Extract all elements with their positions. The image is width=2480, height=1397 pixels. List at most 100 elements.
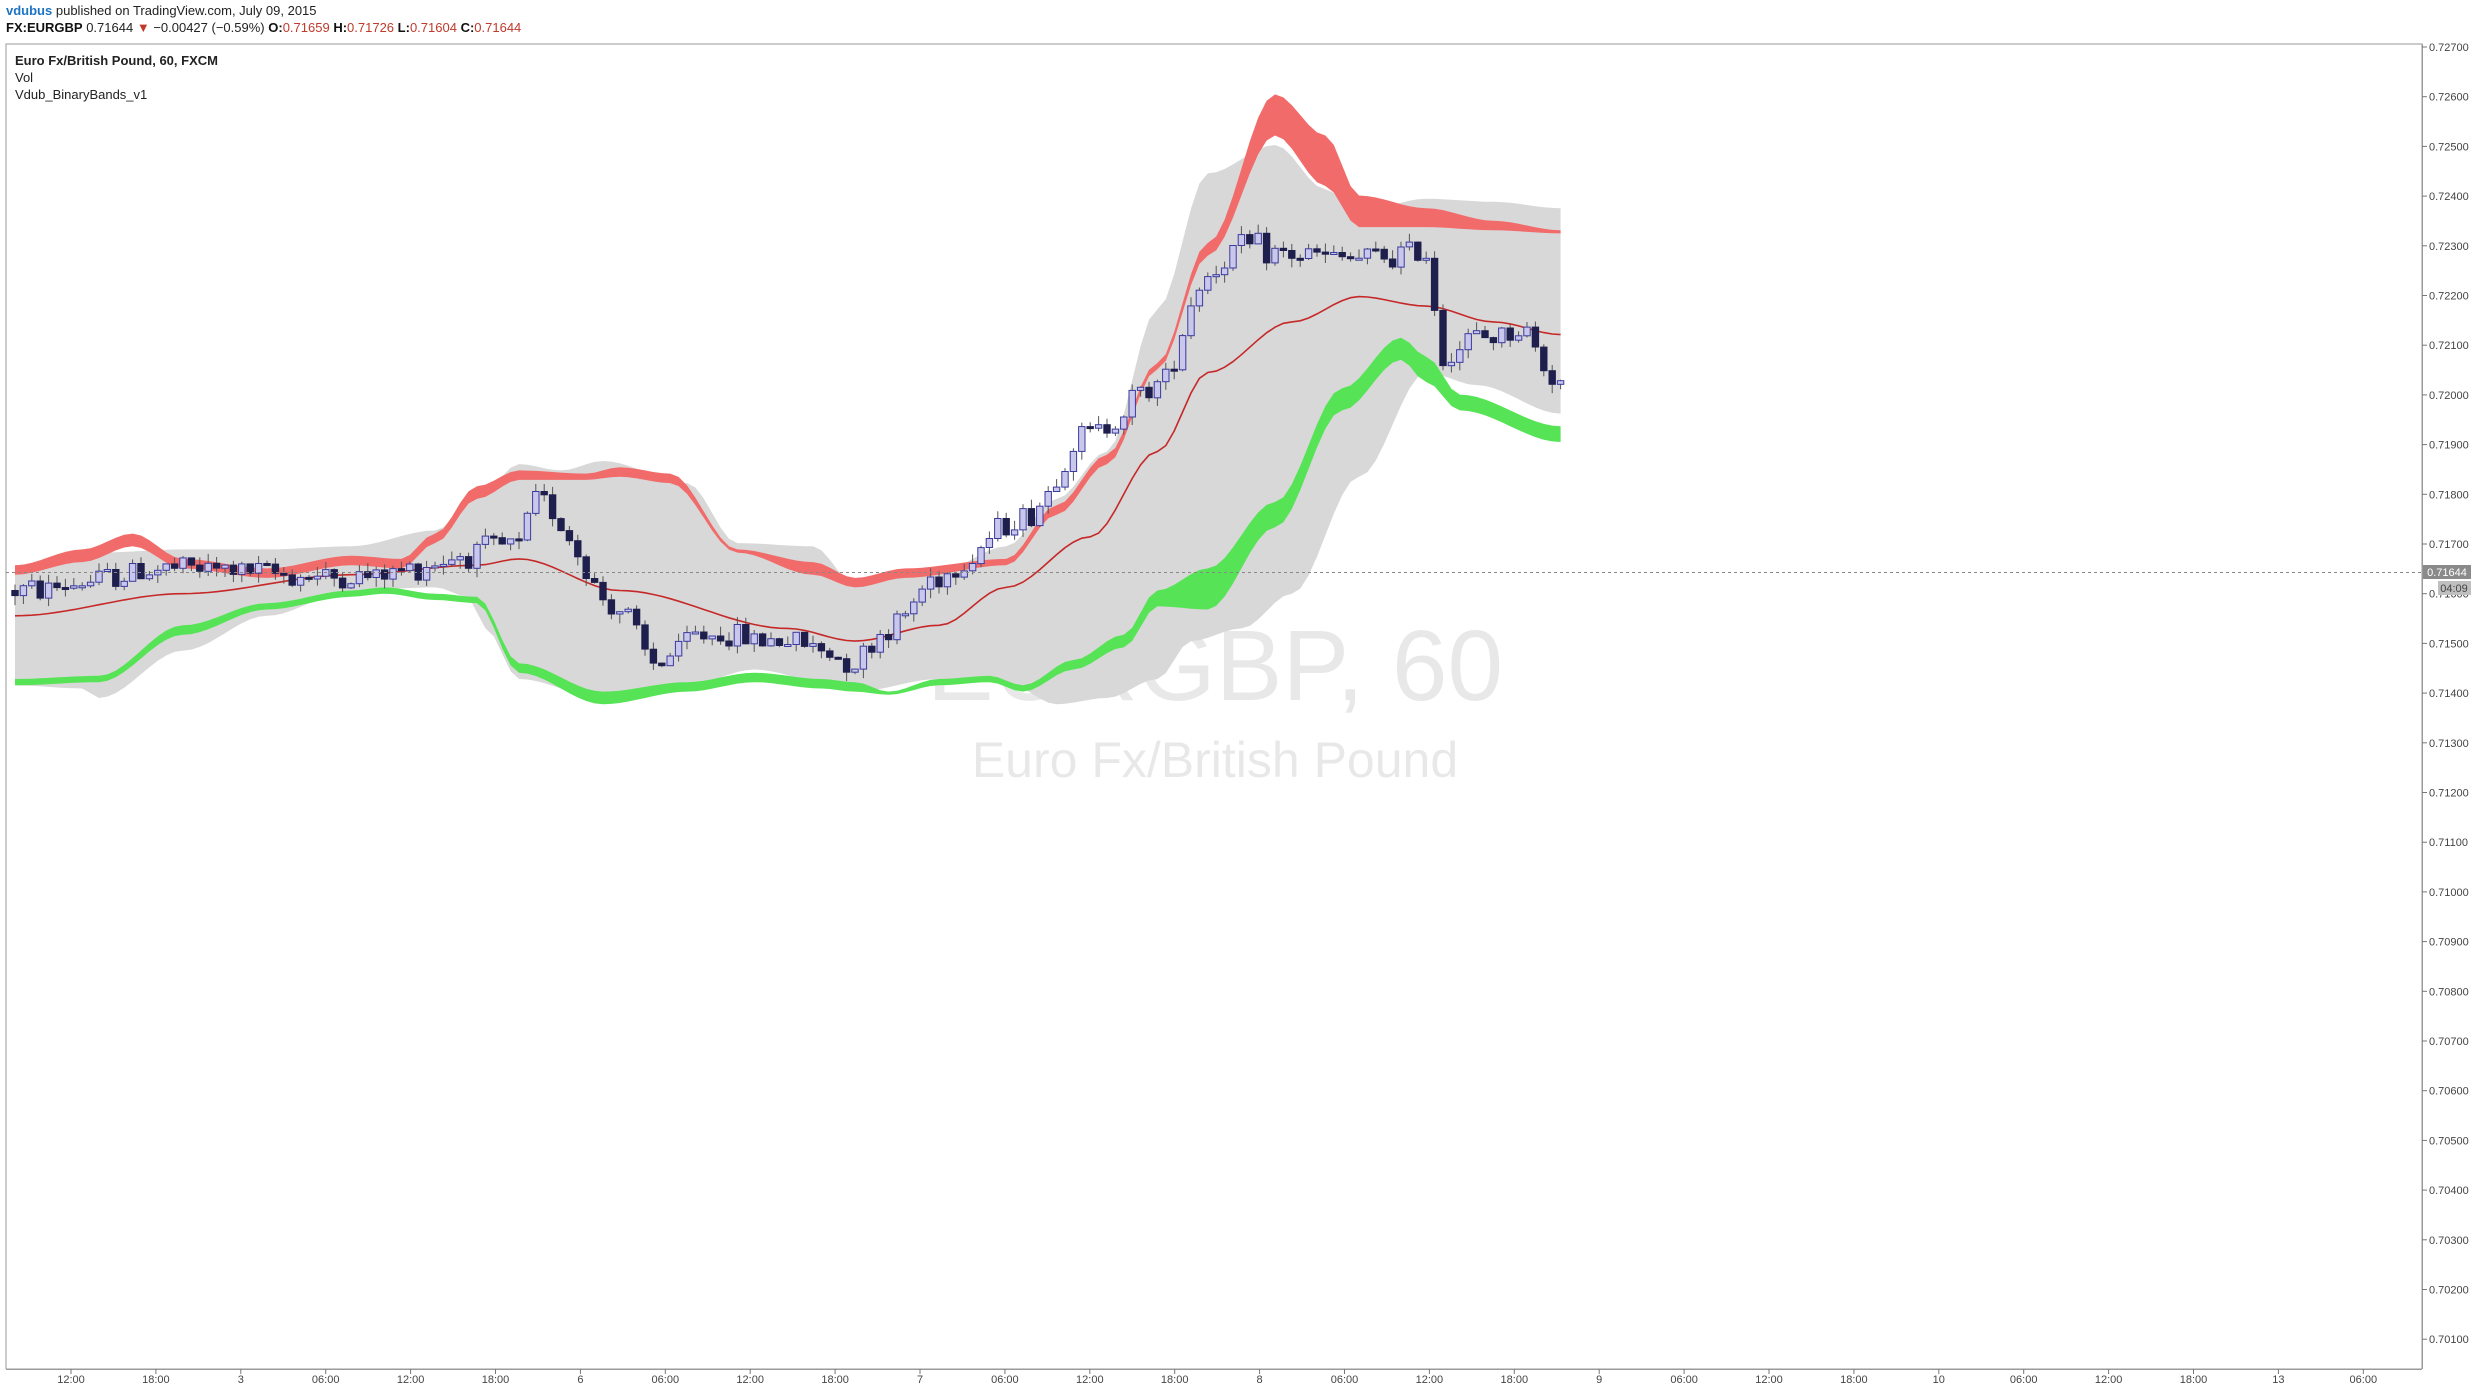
candle[interactable] <box>1120 415 1128 435</box>
candle[interactable] <box>1548 365 1556 394</box>
candle[interactable] <box>733 617 742 654</box>
candle[interactable] <box>397 561 406 576</box>
candle[interactable] <box>1523 322 1531 338</box>
candle[interactable] <box>263 560 271 566</box>
candle[interactable] <box>1178 334 1187 372</box>
candle[interactable] <box>145 571 154 581</box>
candle[interactable] <box>1422 251 1430 264</box>
candle[interactable] <box>1330 245 1338 255</box>
candle[interactable] <box>1279 241 1288 258</box>
candle[interactable] <box>1556 379 1565 390</box>
candle[interactable] <box>187 557 196 572</box>
candle[interactable] <box>246 563 254 577</box>
candle[interactable] <box>523 511 532 542</box>
candle[interactable] <box>1498 326 1506 348</box>
candle[interactable] <box>817 641 826 659</box>
candle[interactable] <box>742 617 750 645</box>
candle[interactable] <box>347 582 355 590</box>
candle[interactable] <box>1128 384 1136 425</box>
candle[interactable] <box>943 572 952 595</box>
candle[interactable] <box>876 630 884 659</box>
candle[interactable] <box>767 632 775 647</box>
candle[interactable] <box>1388 250 1397 270</box>
candle[interactable] <box>338 572 347 592</box>
candle[interactable] <box>674 633 683 662</box>
candle[interactable] <box>431 561 439 572</box>
candles-layer[interactable] <box>11 224 1565 682</box>
candle[interactable] <box>960 563 968 580</box>
candle[interactable] <box>532 483 540 516</box>
candle[interactable] <box>456 552 464 569</box>
candle[interactable] <box>473 541 481 578</box>
candle[interactable] <box>28 573 36 589</box>
candle[interactable] <box>1372 241 1380 253</box>
candle[interactable] <box>78 582 86 591</box>
symbol-label[interactable]: FX:EURGBP <box>6 20 83 35</box>
candle[interactable] <box>1195 287 1204 312</box>
candle[interactable] <box>1506 324 1514 347</box>
candle[interactable] <box>826 647 834 661</box>
candle[interactable] <box>103 562 112 573</box>
candle[interactable] <box>1069 448 1078 481</box>
candle[interactable] <box>1111 426 1120 436</box>
candle[interactable] <box>565 526 574 546</box>
candle[interactable] <box>1288 243 1296 268</box>
candle[interactable] <box>851 668 859 675</box>
candle[interactable] <box>859 642 868 679</box>
candle[interactable] <box>1304 243 1313 260</box>
candle[interactable] <box>1027 499 1036 528</box>
candle[interactable] <box>1052 479 1061 493</box>
candle[interactable] <box>1036 502 1044 527</box>
candle[interactable] <box>162 563 170 576</box>
candle[interactable] <box>406 561 414 572</box>
candle[interactable] <box>1136 386 1145 397</box>
candle[interactable] <box>1254 224 1262 245</box>
candle[interactable] <box>36 575 44 601</box>
candle[interactable] <box>1187 297 1195 339</box>
candle[interactable] <box>1439 304 1447 371</box>
candle[interactable] <box>1145 381 1153 402</box>
candle[interactable] <box>490 533 498 546</box>
candle[interactable] <box>792 631 800 652</box>
candle[interactable] <box>758 632 767 647</box>
candle[interactable] <box>1103 418 1111 438</box>
candle[interactable] <box>422 560 431 587</box>
candle[interactable] <box>1061 468 1069 491</box>
candle[interactable] <box>380 564 389 589</box>
candle[interactable] <box>1212 265 1220 284</box>
candle[interactable] <box>1514 331 1523 343</box>
candle[interactable] <box>506 538 515 551</box>
candle[interactable] <box>691 625 700 635</box>
candle[interactable] <box>1204 272 1212 295</box>
candle[interactable] <box>1321 243 1330 264</box>
candle[interactable] <box>11 584 19 606</box>
candle[interactable] <box>952 572 960 585</box>
candle[interactable] <box>968 554 977 575</box>
candle[interactable] <box>280 567 288 584</box>
candle[interactable] <box>599 576 607 606</box>
candle[interactable] <box>271 558 280 580</box>
candle[interactable] <box>994 511 1002 542</box>
candle[interactable] <box>901 610 910 619</box>
candle[interactable] <box>204 553 212 576</box>
candle[interactable] <box>61 578 70 597</box>
candle[interactable] <box>582 554 590 586</box>
candle[interactable] <box>355 565 364 588</box>
candle[interactable] <box>1220 261 1229 283</box>
candle[interactable] <box>784 636 792 647</box>
candle[interactable] <box>288 569 296 588</box>
candle[interactable] <box>1363 248 1372 265</box>
candle[interactable] <box>834 656 842 660</box>
candle[interactable] <box>666 652 674 667</box>
candle[interactable] <box>1153 379 1162 406</box>
candle[interactable] <box>1296 254 1304 267</box>
candle[interactable] <box>918 585 926 607</box>
candle[interactable] <box>86 575 95 588</box>
candle[interactable] <box>1397 241 1405 275</box>
candle[interactable] <box>196 557 204 578</box>
candle[interactable] <box>330 568 338 587</box>
candle[interactable] <box>1456 341 1464 371</box>
candle[interactable] <box>1405 233 1414 251</box>
candle[interactable] <box>775 637 784 648</box>
candle[interactable] <box>910 598 918 622</box>
